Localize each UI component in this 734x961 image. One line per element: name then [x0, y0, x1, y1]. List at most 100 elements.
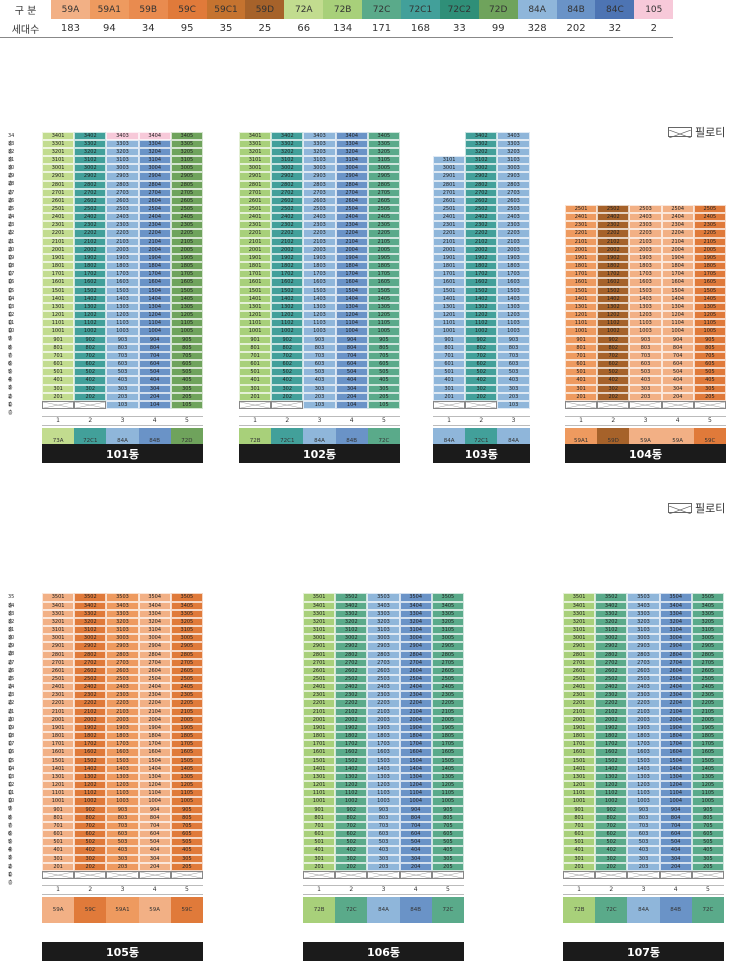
piloti-cell — [138, 870, 171, 879]
unit-cell: 2901 — [42, 172, 75, 181]
unit-cell: 2205 — [431, 699, 464, 708]
legend-count-59A1: 94 — [102, 22, 116, 34]
unit-cell: 2503 — [497, 205, 530, 214]
unit-cell: 2603 — [497, 196, 530, 205]
floor-label: 9층 — [8, 336, 13, 351]
floor-label: 7층 — [8, 352, 13, 367]
unit-cell: 1001 — [42, 327, 75, 336]
unit-cell: 2803 — [106, 650, 139, 659]
unit-cell: 3102 — [595, 626, 628, 635]
unit-cell: 2105 — [170, 707, 203, 716]
line-unit-type: 72C — [431, 897, 464, 923]
unit-cell: 2701 — [42, 188, 75, 197]
unit-cell: 1204 — [138, 781, 171, 790]
unit-cell: 3303 — [627, 609, 660, 618]
unit-cell: 3101 — [42, 626, 75, 635]
line-number: 3 — [106, 885, 139, 895]
unit-cell: 602 — [335, 830, 368, 839]
legend-count-84A: 328 — [527, 22, 547, 34]
unit-cell: 503 — [303, 368, 336, 377]
unit-cell: 3205 — [367, 147, 400, 157]
unit-cell: 503 — [497, 368, 530, 377]
legend-count-72C1: 168 — [410, 22, 430, 34]
unit-cell: 2605 — [170, 666, 203, 675]
unit-cell: 1701 — [565, 270, 598, 279]
floor-label: 20층 — [8, 716, 15, 731]
unit-cell: 3304 — [138, 609, 171, 618]
unit-cell: 402 — [74, 376, 107, 385]
unit-cell: 1903 — [629, 253, 662, 263]
unit-cell: 2303 — [627, 691, 660, 700]
unit-cell: 3402 — [271, 131, 304, 140]
unit-cell: 605 — [170, 830, 203, 839]
unit-cell: 2601 — [563, 666, 596, 675]
unit-cell: 1702 — [74, 740, 107, 749]
unit-cell: 3504 — [659, 593, 692, 602]
unit-cell: 203 — [106, 392, 139, 401]
unit-cell: 3201 — [42, 147, 75, 157]
unit-cell: 2502 — [597, 205, 630, 214]
unit-cell: 1801 — [42, 262, 75, 271]
floor-label: 13층 — [8, 303, 15, 318]
piloti-cell — [431, 870, 464, 879]
unit-cell: 1805 — [367, 262, 400, 271]
unit-cell: 2803 — [497, 180, 530, 189]
unit-cell: 1402 — [597, 294, 630, 303]
unit-cell: 901 — [303, 805, 336, 814]
unit-cell: 202 — [465, 392, 498, 401]
unit-cell: 603 — [106, 360, 139, 369]
unit-cell: 3202 — [465, 147, 498, 157]
unit-cell: 3202 — [595, 617, 628, 627]
unit-cell: 2504 — [399, 675, 432, 684]
unit-cell: 403 — [367, 846, 400, 855]
legend-type-59D: 59D — [245, 0, 285, 19]
unit-cell: 1204 — [659, 781, 692, 790]
unit-cell: 1505 — [367, 286, 400, 295]
unit-cell: 705 — [693, 351, 726, 361]
unit-cell: 601 — [42, 360, 75, 369]
unit-cell: 2103 — [106, 237, 139, 246]
legend-count-72C: 171 — [372, 22, 392, 34]
unit-cell: 3102 — [74, 626, 107, 635]
legend-type-72C: 72C — [362, 0, 402, 19]
unit-cell: 1804 — [335, 262, 368, 271]
building-name: 106동 — [303, 942, 464, 961]
unit-cell: 1202 — [595, 781, 628, 790]
unit-cell: 303 — [106, 854, 139, 863]
unit-cell: 2903 — [367, 642, 400, 651]
unit-cell: 3305 — [691, 609, 724, 618]
unit-cell: 2105 — [170, 237, 203, 246]
unit-cell: 3203 — [106, 147, 139, 157]
unit-cell: 2505 — [367, 205, 400, 214]
unit-cell: 3302 — [335, 609, 368, 618]
unit-cell: 704 — [138, 821, 171, 831]
unit-cell: 3205 — [170, 147, 203, 157]
unit-cell: 104 — [138, 400, 171, 409]
floor-labels: 34층 33층 32층 31층 30층 29층 28층 27층 26층 25층 24층 23층 22층 2… — [8, 132, 15, 416]
unit-cell: 2804 — [399, 650, 432, 659]
unit-cell: 1604 — [138, 748, 171, 757]
unit-cell: 1302 — [74, 302, 107, 312]
unit-cell: 1402 — [335, 764, 368, 773]
unit-cell: 2004 — [661, 245, 694, 254]
unit-cell: 2001 — [42, 715, 75, 724]
unit-cell: 1902 — [465, 253, 498, 263]
unit-cell: 1605 — [170, 748, 203, 757]
unit-cell: 1705 — [431, 740, 464, 749]
unit-cell: 3003 — [303, 164, 336, 173]
unit-cell: 2603 — [106, 196, 139, 205]
unit-cell: 2405 — [367, 213, 400, 222]
floor-label: 14층 — [8, 765, 15, 780]
unit-cell: 2603 — [627, 666, 660, 675]
unit-cell: 1101 — [565, 319, 598, 328]
unit-cell: 3002 — [74, 634, 107, 643]
unit-cell: 1403 — [629, 294, 662, 303]
unit-cell: 505 — [170, 838, 203, 847]
unit-cell: 2403 — [106, 213, 139, 222]
unit-cell: 2002 — [465, 245, 498, 254]
unit-cell: 1701 — [239, 270, 272, 279]
legend-count-59C1: 35 — [219, 22, 233, 34]
unit-cell: 3403 — [627, 601, 660, 610]
unit-cell: 1603 — [627, 748, 660, 757]
unit-cell: 1003 — [627, 797, 660, 806]
